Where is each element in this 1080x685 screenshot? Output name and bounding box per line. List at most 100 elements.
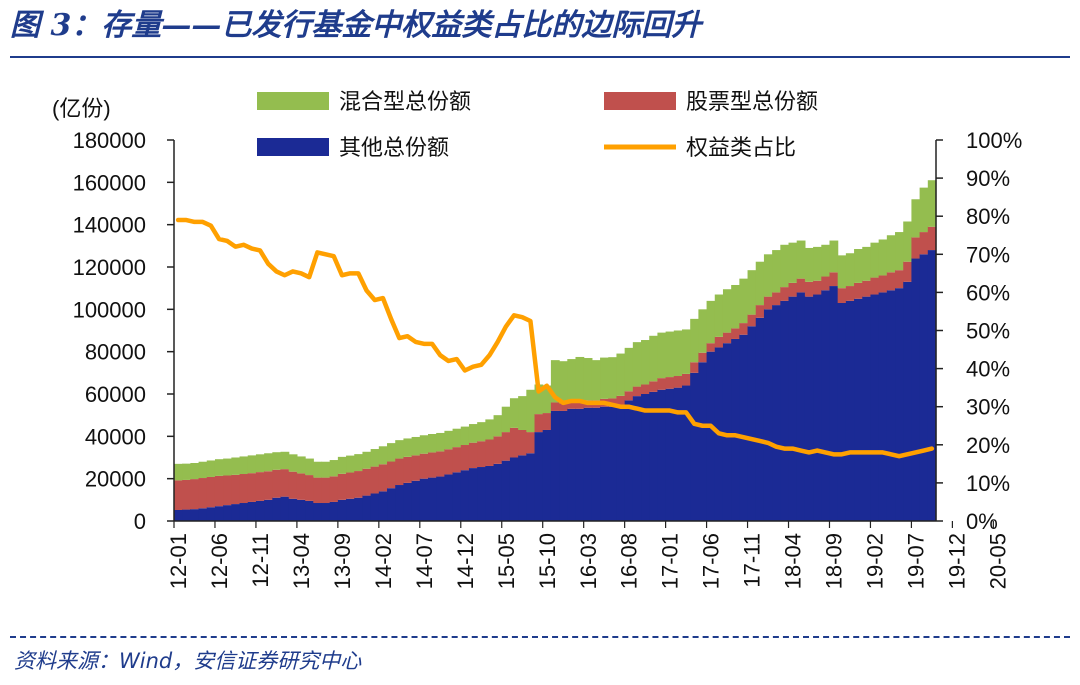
mixed-share-bar bbox=[550, 360, 560, 403]
other-share-bar bbox=[436, 476, 445, 521]
other-share-bar bbox=[280, 496, 290, 521]
mixed-share-bar bbox=[747, 270, 757, 315]
other-share-bar bbox=[190, 509, 200, 521]
mixed-share-bar bbox=[649, 335, 659, 382]
other-share-bar bbox=[624, 400, 634, 521]
mixed-share-bar bbox=[436, 432, 445, 452]
axes-layer: 0 20000 40000 60000 80000 100000 120000 140000 1… bbox=[73, 128, 1023, 589]
mixed-share-bar bbox=[911, 199, 921, 238]
y-axis-left-label: (亿份) bbox=[52, 96, 111, 121]
mixed-share-bar bbox=[632, 342, 642, 387]
y-left-tick-label: 120000 bbox=[73, 255, 146, 280]
other-share-bar bbox=[198, 508, 208, 521]
y-left-tick-label: 20000 bbox=[85, 467, 146, 492]
stock-share-bar bbox=[296, 473, 306, 500]
other-share-bar bbox=[362, 495, 372, 521]
mixed-share-bar bbox=[518, 396, 527, 430]
stock-share-bar bbox=[813, 280, 822, 295]
stock-share-bar bbox=[665, 377, 675, 389]
mixed-share-bar bbox=[829, 240, 839, 273]
mixed-share-bar bbox=[559, 361, 568, 404]
stock-share-bar bbox=[247, 473, 257, 502]
stock-share-bar bbox=[411, 455, 421, 481]
other-share-bar bbox=[559, 410, 568, 521]
stock-share-bar bbox=[534, 414, 544, 433]
other-share-bar bbox=[542, 429, 552, 521]
other-share-bar bbox=[722, 343, 732, 521]
other-share-bar bbox=[567, 408, 577, 521]
other-share-bar bbox=[534, 432, 544, 521]
stock-share-bar bbox=[682, 373, 691, 386]
other-share-bar bbox=[411, 480, 421, 521]
y-right-tick-label: 40% bbox=[966, 357, 1010, 382]
source-note: 资料来源：Wind，安信证券研究中心 bbox=[14, 649, 362, 673]
mixed-share-bar bbox=[460, 426, 470, 446]
mixed-share-bar bbox=[641, 340, 650, 385]
stock-share-bar bbox=[280, 469, 290, 497]
stock-share-bar bbox=[755, 305, 765, 318]
equity-ratio-line bbox=[175, 217, 935, 459]
stock-share-bar bbox=[264, 471, 273, 500]
y-left-tick-label: 100000 bbox=[73, 297, 146, 322]
other-share-bar bbox=[387, 488, 396, 521]
mixed-share-bar bbox=[788, 242, 798, 283]
other-share-bar bbox=[395, 485, 405, 521]
stock-share-bar bbox=[231, 474, 241, 505]
y-left-tick-label: 180000 bbox=[73, 128, 146, 153]
other-share-bar bbox=[288, 498, 298, 521]
mixed-share-bar bbox=[337, 456, 347, 474]
other-share-bar bbox=[747, 326, 757, 521]
other-share-bar bbox=[428, 477, 437, 521]
stock-share-bar bbox=[845, 286, 855, 301]
mixed-share-bar bbox=[763, 254, 773, 297]
stock-share-bar bbox=[649, 381, 659, 392]
other-share-bar bbox=[354, 497, 364, 521]
legend-label-mixed: 混合型总份额 bbox=[339, 90, 471, 115]
mixed-share-bar bbox=[387, 443, 396, 462]
other-share-bar bbox=[305, 500, 314, 521]
stock-share-bar bbox=[895, 270, 904, 289]
stock-share-bar bbox=[206, 476, 216, 508]
stock-share-bar bbox=[796, 278, 806, 293]
mixed-share-bar bbox=[206, 460, 216, 477]
other-share-bar bbox=[600, 406, 609, 521]
mixed-share-bar bbox=[362, 451, 372, 469]
x-tick-label: 16-03 bbox=[576, 533, 601, 589]
mixed-share-bar bbox=[755, 261, 765, 306]
mixed-share-bar bbox=[616, 353, 626, 396]
mixed-share-bar bbox=[452, 428, 462, 448]
stock-share-bar bbox=[436, 451, 445, 477]
mixed-share-bar bbox=[239, 456, 249, 475]
mixed-share-bar bbox=[493, 415, 503, 437]
x-tick-label: 12-06 bbox=[207, 533, 232, 589]
other-share-bar bbox=[829, 286, 839, 521]
stock-share-bar bbox=[616, 395, 626, 405]
legend-swatch-mixed bbox=[257, 92, 329, 110]
legend-swatch-other bbox=[257, 138, 329, 156]
other-share-bar bbox=[886, 290, 896, 521]
y-right-tick-label: 90% bbox=[966, 166, 1010, 191]
mixed-share-bar bbox=[600, 357, 609, 399]
other-share-bar bbox=[321, 503, 331, 521]
stock-share-bar bbox=[329, 476, 339, 502]
mixed-share-bar bbox=[690, 318, 699, 363]
x-tick-label: 19-02 bbox=[863, 533, 888, 589]
other-share-bar bbox=[583, 407, 593, 521]
stock-share-bar bbox=[395, 458, 405, 486]
mixed-share-bar bbox=[526, 389, 536, 433]
stock-share-bar bbox=[387, 461, 396, 489]
other-share-bar bbox=[665, 388, 675, 521]
other-share-bar bbox=[255, 500, 265, 521]
other-share-bar bbox=[673, 387, 683, 521]
mixed-share-bar bbox=[214, 459, 224, 476]
mixed-share-bar bbox=[821, 244, 831, 277]
other-share-bar bbox=[518, 455, 527, 521]
other-share-bar bbox=[608, 406, 618, 521]
other-share-bar bbox=[493, 463, 503, 521]
mixed-share-bar bbox=[567, 359, 577, 402]
stock-share-bar bbox=[575, 401, 585, 409]
mixed-share-bar bbox=[313, 461, 323, 478]
other-share-bar bbox=[763, 309, 773, 521]
stock-share-bar bbox=[509, 427, 519, 458]
